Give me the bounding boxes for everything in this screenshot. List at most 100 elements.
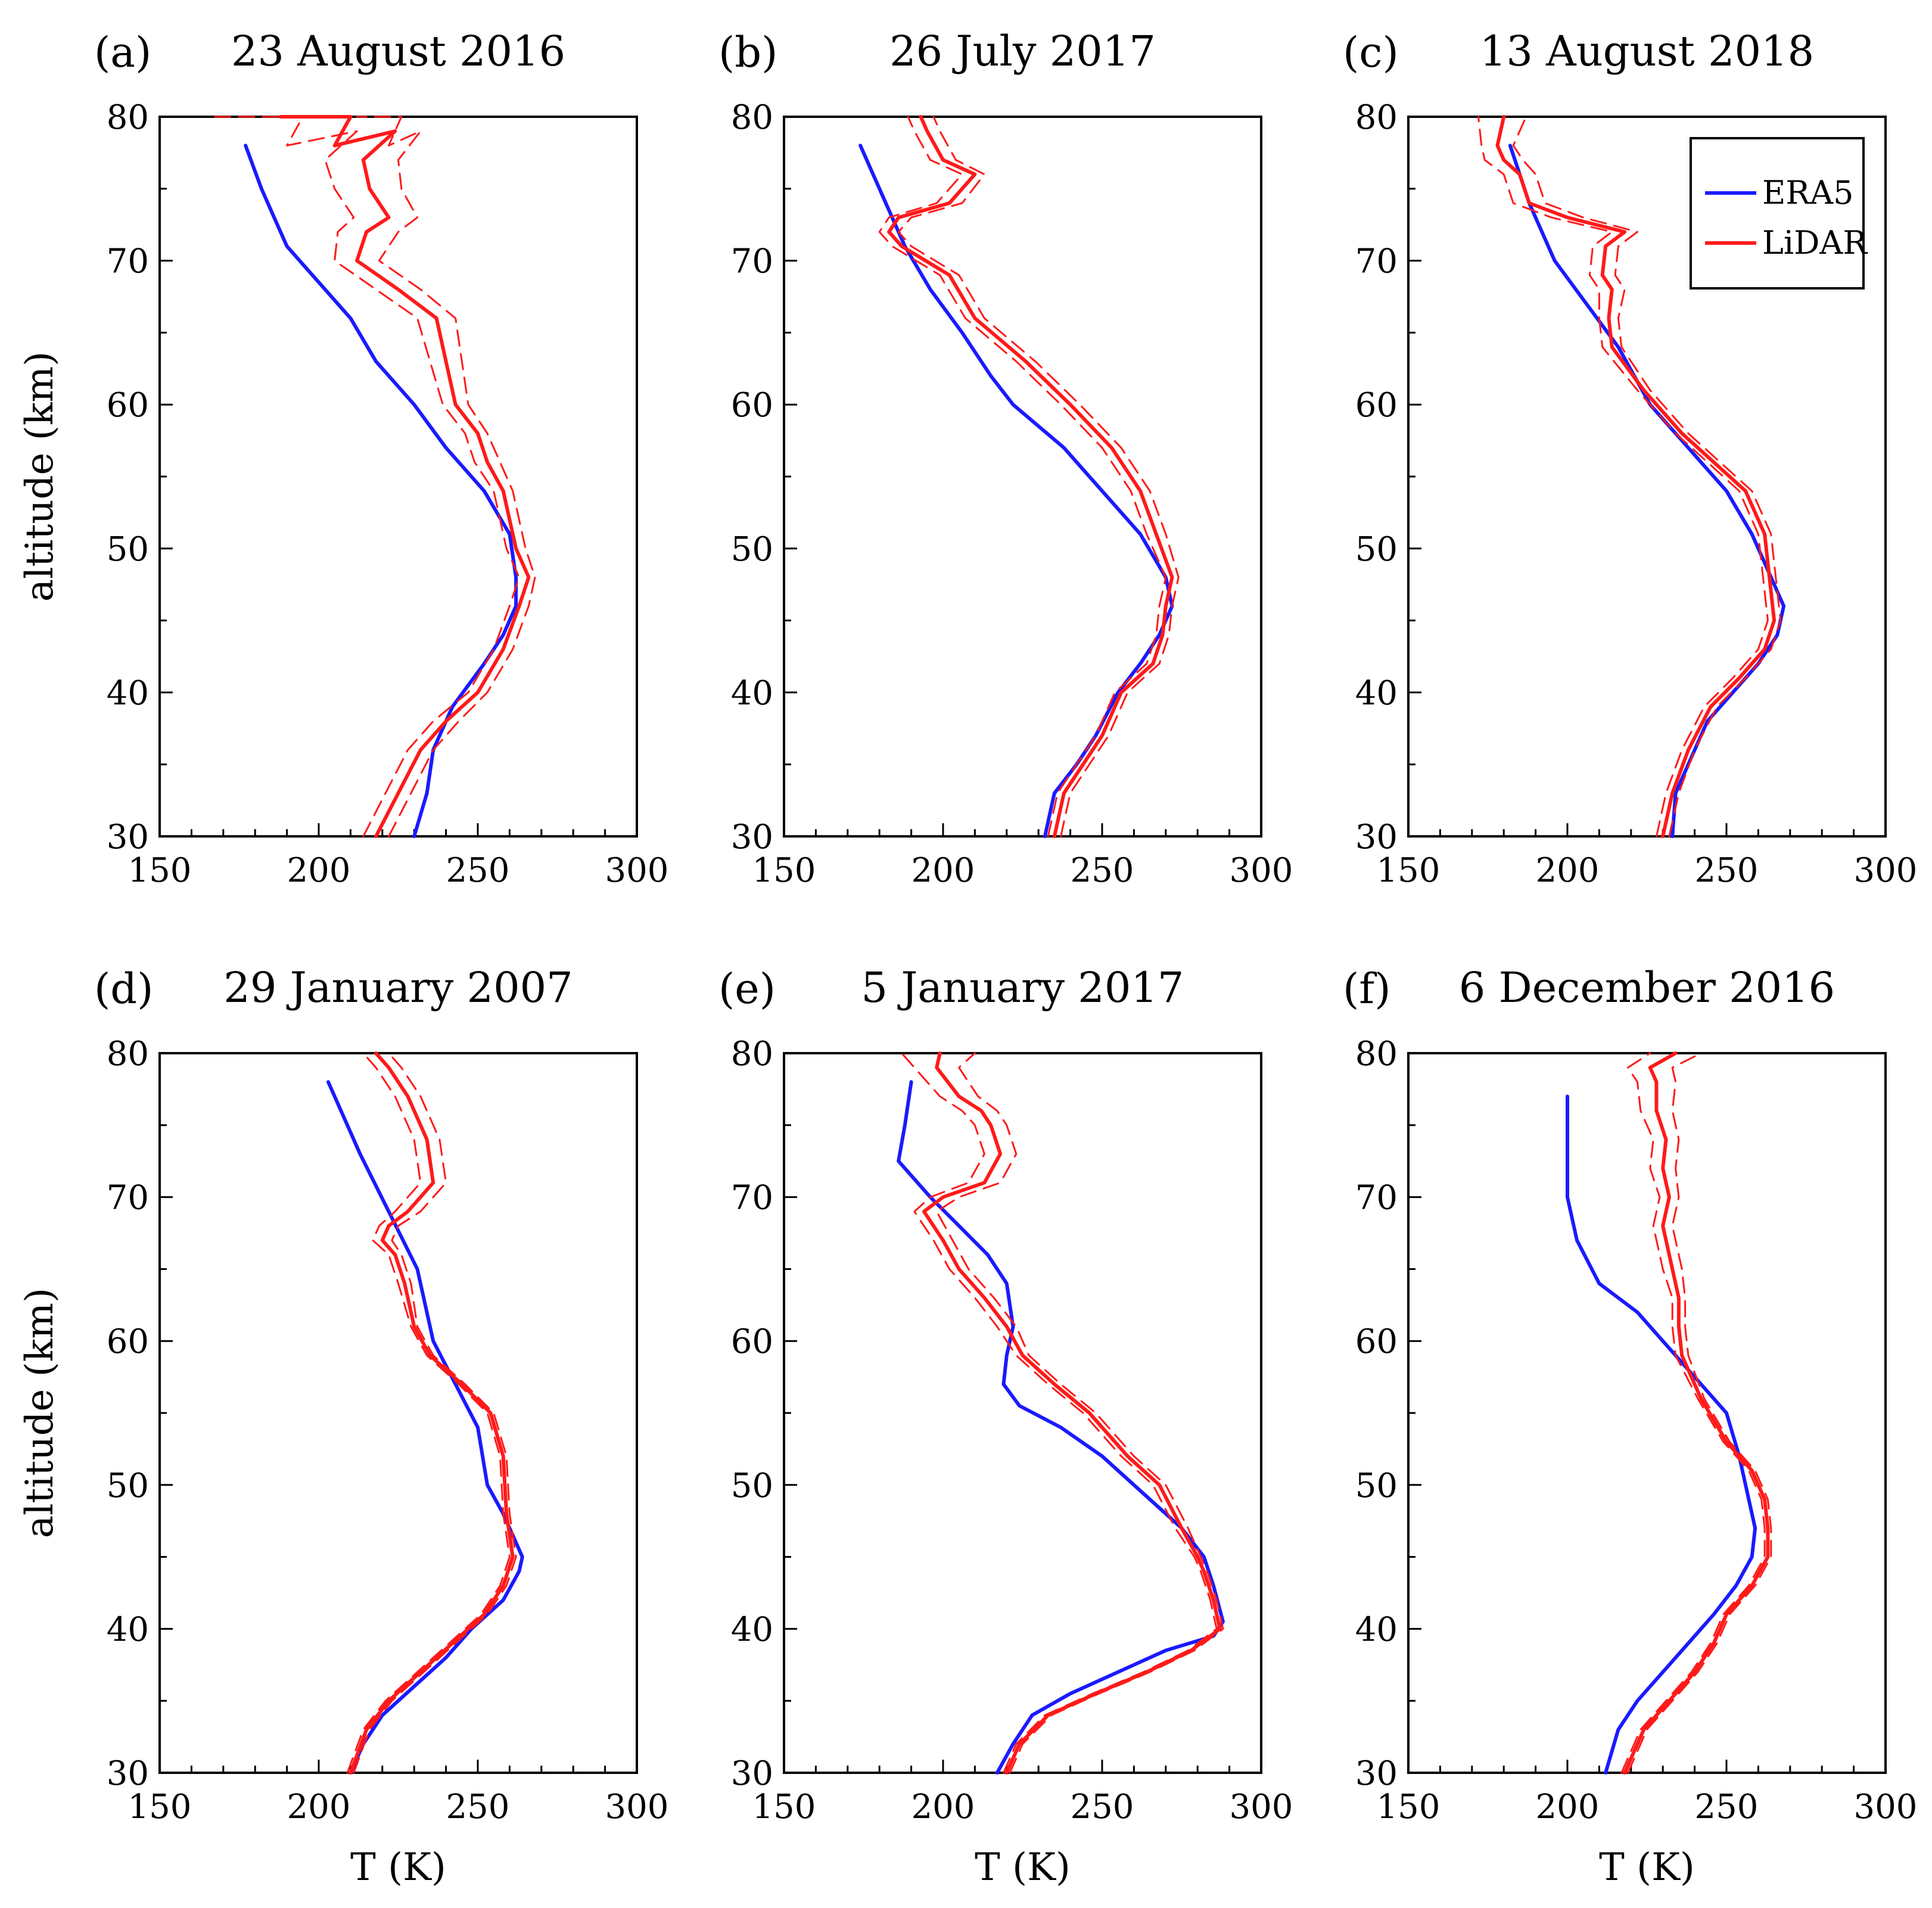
x-tick-label: 200 <box>1536 851 1600 890</box>
panel-label: (c) <box>1343 28 1399 77</box>
y-tick-label: 40 <box>1355 1610 1398 1649</box>
x-tick-label: 250 <box>446 1788 510 1826</box>
y-tick-label: 60 <box>1355 386 1398 425</box>
panel-label: (a) <box>94 28 151 77</box>
x-tick-label: 200 <box>1536 1788 1600 1826</box>
series-lidar <box>1623 1051 1770 1775</box>
y-tick-label: 30 <box>107 818 149 857</box>
y-tick-label: 30 <box>1355 818 1398 857</box>
panel-title: 26 July 2017 <box>889 27 1156 76</box>
plot-frame <box>1407 1052 1887 1774</box>
series-lidar <box>1495 115 1777 838</box>
series-lidar-lower <box>901 1052 1218 1774</box>
panel-label: (d) <box>94 964 153 1013</box>
panel-title: 23 August 2016 <box>231 27 565 76</box>
panel-title: 13 August 2018 <box>1480 27 1814 76</box>
y-axis-label: altitude (km) <box>18 1288 62 1538</box>
y-tick-label: 30 <box>731 1754 773 1793</box>
y-tick-label: 30 <box>1355 1754 1398 1793</box>
y-tick-label: 70 <box>1355 242 1398 281</box>
plot-frame <box>783 116 1262 838</box>
y-tick-label: 80 <box>107 1035 149 1073</box>
x-tick-label: 300 <box>1230 851 1293 890</box>
series-lidar-upper <box>1512 116 1782 838</box>
y-tick-label: 60 <box>107 1322 149 1361</box>
panel-label: (e) <box>718 964 776 1013</box>
plot-frame <box>158 1052 638 1774</box>
x-tick-label: 300 <box>1230 1788 1293 1826</box>
series-lidar-upper <box>935 1052 1224 1774</box>
y-tick-label: 80 <box>1355 98 1398 137</box>
x-tick-label: 150 <box>128 851 192 890</box>
x-tick-label: 200 <box>287 851 351 890</box>
panel-e: 150 200 250 300 30 40 50 60 70 80 (e) 5 January 201… <box>718 963 1293 1890</box>
x-tick-label: 250 <box>1071 1788 1134 1826</box>
panel-b: 150 200 250 300 30 40 50 60 70 80 (b) 26 July 2017 <box>718 27 1293 890</box>
y-tick-label: 40 <box>107 1610 149 1649</box>
series-lidar-lower <box>1620 1052 1766 1774</box>
panel-d: 150 200 250 300 30 40 50 60 70 80 (d) 29 January 20… <box>18 963 668 1890</box>
legend-lidar-label: LiDAR <box>1762 224 1868 262</box>
panel-a: 150 200 250 300 30 40 50 60 70 80 (a) 23 August 201… <box>18 27 668 890</box>
y-tick-label: 80 <box>731 98 773 137</box>
series-era5 <box>244 144 518 838</box>
panel-label: (b) <box>718 28 777 77</box>
plot-frame <box>783 1052 1262 1774</box>
series-lidar-lower <box>346 1052 511 1774</box>
y-tick-label: 70 <box>731 1179 773 1218</box>
series-lidar-upper <box>897 116 1180 838</box>
y-tick-label: 30 <box>731 818 773 857</box>
x-axis-label: T (K) <box>975 1845 1071 1890</box>
series-lidar-upper <box>356 116 536 838</box>
x-tick-label: 300 <box>1854 1788 1918 1826</box>
legend-era5-label: ERA5 <box>1762 174 1853 211</box>
y-tick-label: 50 <box>1355 530 1398 569</box>
x-tick-label: 250 <box>446 851 510 890</box>
series-lidar-lower <box>213 116 520 838</box>
y-tick-label: 40 <box>1355 674 1398 712</box>
x-tick-label: 150 <box>1377 851 1441 890</box>
x-tick-label: 200 <box>911 1788 975 1826</box>
panel-label: (f) <box>1343 964 1391 1013</box>
panel-title: 5 January 2017 <box>861 963 1184 1012</box>
series-lidar-lower <box>878 116 1167 838</box>
series-lidar <box>349 1051 515 1775</box>
y-tick-label: 50 <box>731 1467 773 1505</box>
y-tick-label: 70 <box>1355 1179 1398 1218</box>
x-tick-label: 150 <box>752 851 816 890</box>
series-lidar <box>278 115 531 838</box>
x-axis-label: T (K) <box>1599 1845 1695 1890</box>
y-tick-label: 80 <box>1355 1035 1398 1073</box>
panel-title: 6 December 2016 <box>1459 963 1835 1012</box>
x-tick-label: 300 <box>605 851 669 890</box>
y-tick-label: 60 <box>731 386 773 425</box>
series-era5 <box>1566 1094 1757 1775</box>
x-tick-label: 200 <box>911 851 975 890</box>
x-tick-label: 300 <box>605 1788 669 1826</box>
series-lidar-upper <box>1627 1052 1772 1774</box>
series-era5 <box>897 1080 1225 1775</box>
y-tick-label: 50 <box>1355 1467 1398 1505</box>
x-axis-label: T (K) <box>350 1845 446 1890</box>
series-lidar <box>922 1051 1222 1775</box>
series-era5 <box>858 144 1174 838</box>
y-tick-label: 80 <box>731 1035 773 1073</box>
x-tick-label: 150 <box>1377 1788 1441 1826</box>
y-tick-label: 50 <box>731 530 773 569</box>
x-tick-label: 150 <box>128 1788 192 1826</box>
y-tick-label: 60 <box>107 386 149 425</box>
y-tick-label: 30 <box>107 1754 149 1793</box>
series-lidar <box>887 115 1174 838</box>
x-tick-label: 250 <box>1695 1788 1759 1826</box>
y-tick-label: 80 <box>107 98 149 137</box>
plot-frame <box>158 116 638 838</box>
legend-box <box>1690 137 1865 290</box>
y-tick-label: 50 <box>107 530 149 569</box>
x-tick-label: 250 <box>1695 851 1759 890</box>
x-tick-label: 200 <box>287 1788 351 1826</box>
y-tick-label: 50 <box>107 1467 149 1505</box>
y-tick-label: 40 <box>731 674 773 712</box>
y-tick-label: 70 <box>731 242 773 281</box>
y-tick-label: 70 <box>107 1179 149 1218</box>
